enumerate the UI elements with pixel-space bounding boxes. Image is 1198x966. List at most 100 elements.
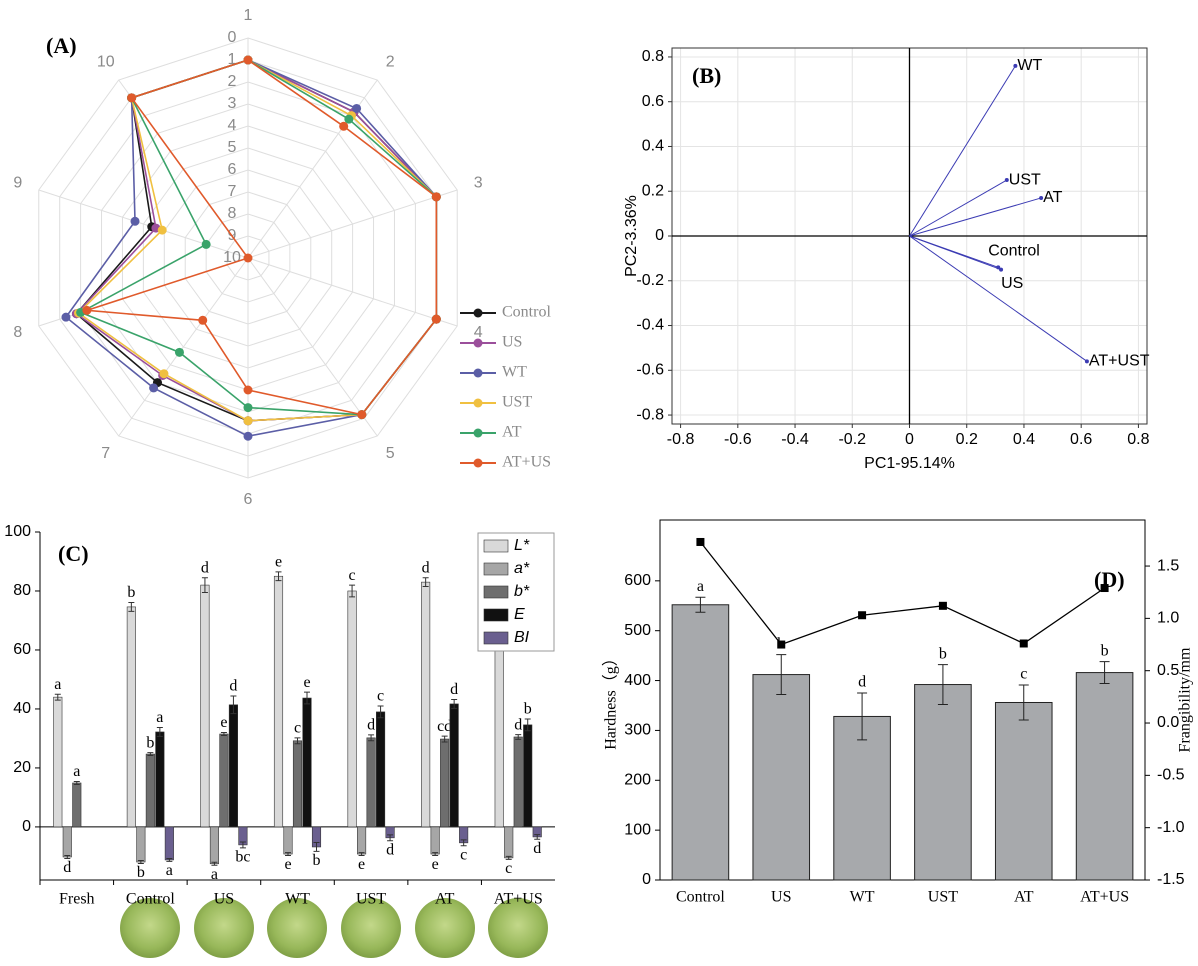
legend-label: WT (502, 364, 527, 381)
radar-point (198, 316, 207, 325)
legend-label: b* (514, 583, 530, 600)
y-tick-label: 500 (624, 622, 651, 639)
x-tick-label: Control (676, 889, 725, 906)
radar-line (66, 60, 436, 436)
frangibility-line (700, 542, 1104, 645)
y-tick-label: -0.6 (636, 362, 664, 379)
significance-letter: d (858, 674, 866, 691)
significance-letter: e (284, 856, 291, 873)
y-tick-label: 0 (655, 227, 664, 244)
vector-label: UST (1009, 171, 1041, 188)
y2-tick-label: 1.5 (1157, 557, 1179, 574)
x-axis-title: PC1-95.14% (864, 455, 955, 472)
x-tick-label: Control (126, 891, 175, 908)
x-tick-label: WT (850, 889, 875, 906)
radar-point (202, 240, 211, 249)
x-tick-label: UST (356, 891, 386, 908)
legend-label: UST (502, 394, 532, 411)
legend-marker (474, 369, 483, 378)
vector-tip (999, 268, 1003, 272)
y-tick-label: 0 (642, 871, 651, 888)
y2-tick-label: -0.5 (1157, 767, 1185, 784)
legend-swatch (484, 563, 508, 575)
significance-letter: b (127, 584, 135, 601)
x-tick-label: -0.8 (667, 431, 695, 448)
legend-marker (474, 399, 483, 408)
bar (357, 827, 366, 854)
bar (504, 827, 513, 858)
radar-tick-label: 3 (228, 95, 237, 112)
radar-point (175, 348, 184, 357)
bar (376, 712, 385, 827)
legend-label: L* (514, 537, 530, 554)
radar-axis-label: 3 (474, 174, 483, 191)
bar (284, 827, 293, 854)
significance-letter: b (524, 701, 532, 718)
y-tick-label: 400 (624, 672, 651, 689)
significance-letter: c (1020, 666, 1027, 683)
radar-tick-label: 6 (228, 161, 237, 178)
y-tick-label: -0.8 (636, 406, 664, 423)
significance-letter: b (1101, 642, 1109, 659)
radar-tick-label: 5 (228, 139, 237, 156)
bar (274, 576, 283, 827)
radar-tick-label: 8 (228, 205, 237, 222)
radar-point (432, 192, 441, 201)
legend-label: E (514, 606, 525, 623)
legend-marker (474, 459, 483, 468)
x-tick-label: US (214, 891, 234, 908)
bar (201, 585, 210, 827)
significance-letter: e (275, 553, 282, 570)
y-tick-label: 0.6 (642, 93, 664, 110)
y-tick-label: -0.4 (636, 317, 664, 334)
powder-photos (120, 898, 548, 958)
significance-letter: b (146, 734, 154, 751)
significance-letter: e (358, 856, 365, 873)
vector-label: AT (1043, 189, 1062, 206)
x-tick-label: AT (1014, 889, 1034, 906)
panel-label: (A) (46, 33, 77, 58)
significance-letter: d (422, 559, 430, 576)
radar-axis-label: 2 (386, 53, 395, 70)
bar (450, 704, 459, 827)
legend-marker (474, 309, 483, 318)
bar (431, 827, 440, 854)
legend-marker (474, 429, 483, 438)
panel-label: (B) (692, 63, 721, 88)
significance-letter: c (377, 688, 384, 705)
x-tick-label: US (771, 889, 791, 906)
radar-point (244, 403, 253, 412)
x-tick-label: -0.2 (838, 431, 866, 448)
bar (220, 734, 229, 827)
bar (367, 738, 376, 827)
legend-label: AT (502, 424, 522, 441)
y-tick-label: 100 (4, 523, 31, 540)
y-tick-label: 0.8 (642, 48, 664, 65)
bar (54, 697, 63, 827)
bar (753, 675, 810, 880)
plot-frame (660, 520, 1145, 880)
significance-letter: a (697, 578, 704, 595)
radar-axis-label: 6 (244, 491, 253, 508)
significance-letter: d (450, 681, 458, 698)
x-tick-label: -0.4 (781, 431, 809, 448)
y-tick-label: 300 (624, 722, 651, 739)
significance-letter: e (303, 674, 310, 691)
y2-tick-label: 1.0 (1157, 610, 1179, 627)
y-tick-label: 0.4 (642, 138, 664, 155)
bar (523, 725, 532, 827)
frangibility-point (777, 641, 785, 649)
significance-letter: d (533, 840, 541, 857)
bar (210, 827, 219, 864)
significance-letter: c (349, 567, 356, 584)
y-tick-label: 100 (624, 821, 651, 838)
significance-letter: c (294, 720, 301, 737)
legend-marker (474, 339, 483, 348)
significance-letter: d (63, 859, 71, 876)
significance-letter: b (313, 852, 321, 869)
x-tick-label: -0.6 (724, 431, 752, 448)
radar-point (158, 226, 167, 235)
significance-letter: d (386, 841, 394, 858)
legend-label: BI (514, 629, 530, 646)
radar-axis-label: 10 (97, 53, 115, 70)
